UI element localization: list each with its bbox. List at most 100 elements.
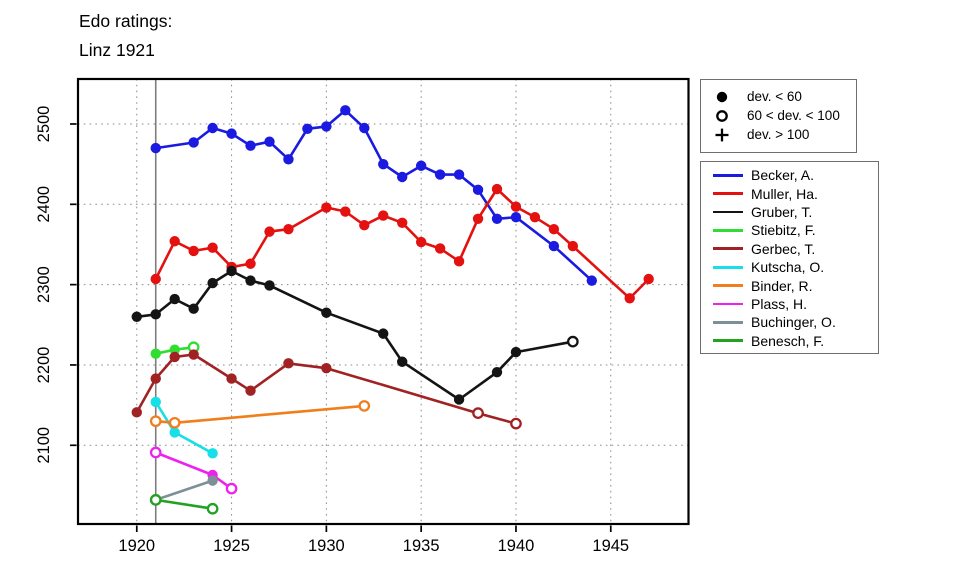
data-point-filled [453,256,465,267]
y-tick-label: 2300 [35,266,53,303]
data-point-filled [624,293,635,304]
data-point-filled [397,356,408,367]
axes [70,123,612,532]
data-point-filled [245,385,256,396]
data-point-filled [548,240,560,252]
player-legend-label: Gruber, T. [751,203,813,220]
player-legend-row: Muller, Ha. [701,184,878,202]
player-legend-row: Kutscha, O. [701,258,878,276]
data-point-filled [434,243,446,254]
data-point-open [358,400,371,412]
data-point-open [206,502,219,515]
y-tick-label: 2400 [35,186,53,223]
data-point-open [225,482,238,495]
series-line [155,479,214,502]
data-point-filled [340,206,351,217]
data-point-filled [302,123,313,135]
data-point-filled [453,169,465,180]
data-point-open [510,417,522,430]
y-tick-label: 2500 [35,106,53,143]
data-point-filled [169,427,180,438]
legend-line-swatch [713,320,743,324]
data-point-filled [491,366,503,378]
plot-border [76,77,690,526]
y-tick-label: 2200 [35,347,53,384]
data-point-filled [245,275,256,286]
data-point-filled [397,171,408,183]
data-point-filled [510,201,522,212]
data-point-filled [207,242,218,253]
symbol-legend: dev. < 60 60 < dev. < 100 dev. > 100 [700,79,857,153]
data-point-filled [491,183,503,195]
data-point-filled [643,273,654,285]
chart-title-line2: Linz 1921 [79,40,155,60]
player-legend: Becker, A. Muller, Ha. Gruber, T. Stiebitz,… [700,161,879,354]
data-point-filled [207,277,218,289]
player-legend-row: Binder, R. [701,276,878,294]
legend-line-swatch [713,247,743,251]
data-point-filled [359,219,370,231]
plus-icon [715,128,729,141]
data-point-filled [340,105,351,116]
chart-title: Edo ratings: Linz 1921 [79,7,172,65]
player-legend-row: Gruber, T. [701,203,878,221]
legend-line-swatch [713,339,743,343]
chart-title-line1: Edo ratings: [79,11,173,31]
data-point-filled [131,407,142,418]
series-binder-r [149,400,371,429]
data-point-filled [378,328,389,339]
data-point-filled [245,140,256,151]
player-legend-label: Binder, R. [751,277,813,294]
data-point-filled [264,226,275,237]
data-point-filled [567,240,579,252]
filled-circle-icon [716,91,728,102]
data-point-filled [472,213,484,224]
data-point-filled [207,448,218,459]
data-point-filled [207,122,218,134]
legend-line-swatch [713,173,743,177]
x-tick-label: 1935 [403,537,440,555]
legend-line-swatch [713,302,743,306]
player-legend-row: Becker, A. [701,166,878,184]
x-tick-label: 1930 [308,537,345,555]
data-point-filled [188,303,199,314]
data-point-filled [226,373,237,384]
data-point-filled [397,217,408,228]
data-point-filled [207,475,218,486]
data-point-filled [378,210,389,221]
data-point-open [149,446,162,459]
player-legend-label: Buchinger, O. [751,314,836,331]
data-point-open [472,407,484,420]
y-tick-label: 2100 [35,427,53,464]
data-point-filled [150,273,161,285]
player-legend-row: Benesch, F. [701,332,878,350]
data-point-filled [321,202,332,213]
series-line [135,353,517,425]
symbol-legend-label: dev. > 100 [747,127,810,142]
open-circle-icon [716,109,728,122]
data-point-filled [378,158,389,170]
series-gruber-t [131,265,579,405]
data-point-filled [453,394,465,405]
data-point-filled [169,293,180,305]
data-point-filled [510,346,522,358]
legend-line-swatch [713,210,743,214]
legend-line-swatch [713,192,743,195]
legend-line-swatch [713,228,743,232]
data-point-filled [264,280,275,291]
series-line [155,451,233,490]
player-legend-label: Plass, H. [751,295,808,312]
data-point-filled [359,122,370,134]
series-line [136,269,574,401]
data-point-filled [226,265,237,277]
x-tick-label: 1945 [592,537,629,555]
data-point-filled [150,309,161,320]
symbol-legend-row: dev. > 100 [701,125,856,144]
data-point-open [566,335,579,348]
series-gerbec-t [131,349,522,430]
player-legend-label: Benesch, F. [751,332,825,349]
data-point-open [168,416,181,429]
data-point-filled [245,258,256,269]
